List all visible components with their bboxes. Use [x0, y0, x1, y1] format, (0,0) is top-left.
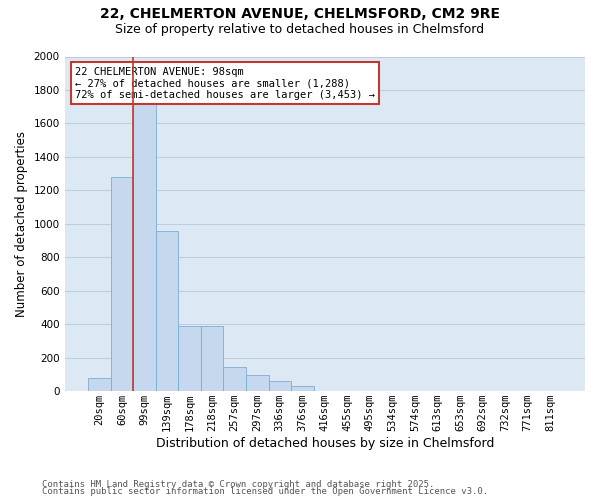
Text: 22 CHELMERTON AVENUE: 98sqm
← 27% of detached houses are smaller (1,288)
72% of : 22 CHELMERTON AVENUE: 98sqm ← 27% of det…	[75, 66, 375, 100]
Bar	[111, 177, 133, 391]
Text: Contains HM Land Registry data © Crown copyright and database right 2025.: Contains HM Land Registry data © Crown c…	[42, 480, 434, 489]
Bar	[201, 326, 223, 391]
Bar	[178, 326, 201, 391]
Bar	[269, 381, 291, 391]
Text: Size of property relative to detached houses in Chelmsford: Size of property relative to detached ho…	[115, 22, 485, 36]
Bar	[88, 378, 111, 391]
Bar	[246, 376, 269, 391]
Y-axis label: Number of detached properties: Number of detached properties	[15, 131, 28, 317]
Text: 22, CHELMERTON AVENUE, CHELMSFORD, CM2 9RE: 22, CHELMERTON AVENUE, CHELMSFORD, CM2 9…	[100, 8, 500, 22]
Bar	[291, 386, 314, 391]
X-axis label: Distribution of detached houses by size in Chelmsford: Distribution of detached houses by size …	[155, 437, 494, 450]
Bar	[223, 367, 246, 391]
Bar	[133, 98, 156, 391]
Text: Contains public sector information licensed under the Open Government Licence v3: Contains public sector information licen…	[42, 488, 488, 496]
Bar	[156, 230, 178, 391]
